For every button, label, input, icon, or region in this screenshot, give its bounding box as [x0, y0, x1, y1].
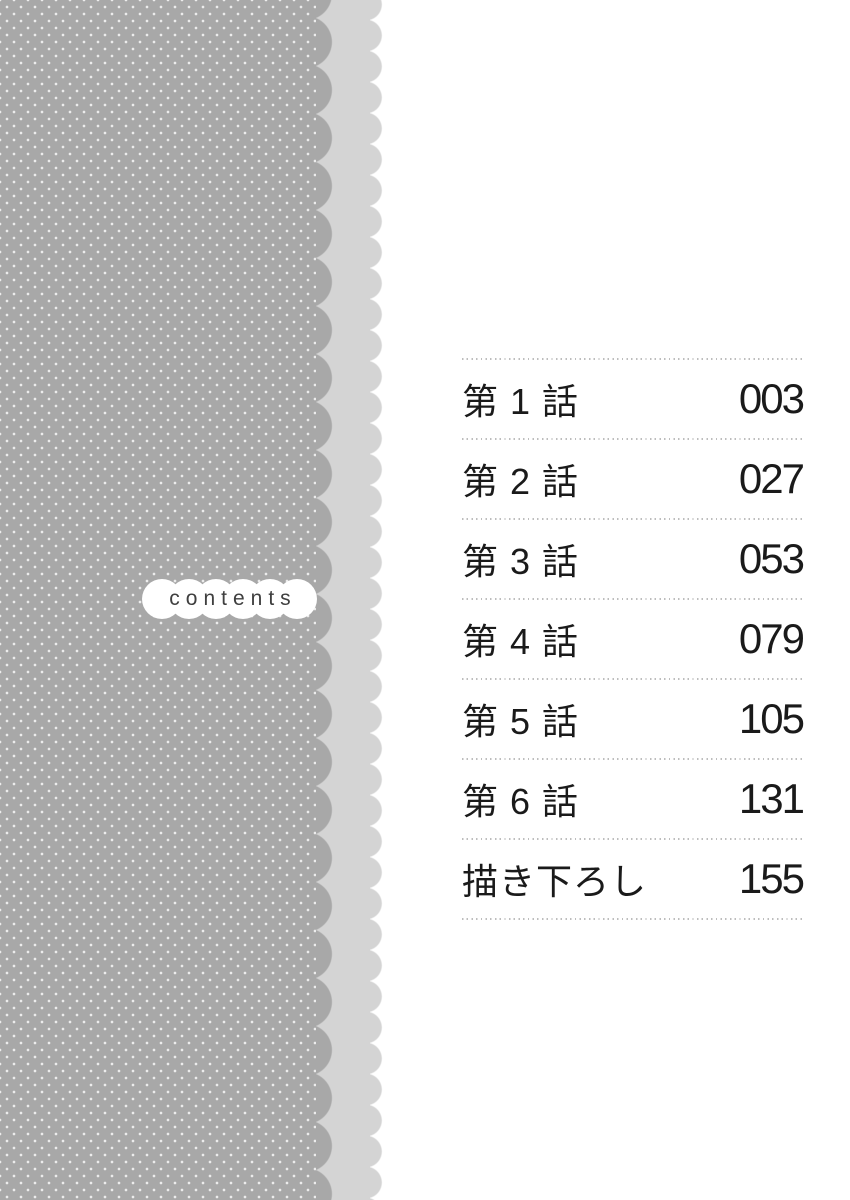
toc-separator: [462, 838, 803, 840]
toc-row: 第 4 話 079: [462, 600, 805, 678]
toc-chapter-label: 第 4 話: [462, 621, 580, 662]
toc-chapter-label: 第 1 話: [462, 381, 580, 422]
bubble-circle: [277, 579, 317, 619]
scallop-edge-dark: [316, 0, 333, 1200]
toc-page-number: 053: [738, 535, 805, 582]
toc-separator: [462, 598, 803, 600]
toc-row: 第 2 話 027: [462, 440, 805, 518]
table-of-contents: 第 1 話 003 第 2 話 027 第 3 話 053 第 4 話 079 …: [462, 358, 805, 920]
toc-separator: [462, 438, 803, 440]
toc-page-number: 105: [738, 695, 805, 742]
toc-separator: [462, 358, 803, 360]
contents-label: contents: [169, 587, 297, 610]
toc-page-number: 003: [738, 375, 805, 422]
toc-page-number: 155: [738, 855, 805, 902]
toc-separator: [462, 518, 803, 520]
toc-row: 描き下ろし 155: [462, 840, 805, 918]
toc-chapter-label: 描き下ろし: [462, 861, 648, 902]
toc-page-number: 079: [738, 615, 805, 662]
toc-chapter-label: 第 3 話: [462, 541, 580, 582]
toc-row: 第 5 話 105: [462, 680, 805, 758]
contents-badge: contents: [142, 579, 317, 619]
toc-separator: [462, 758, 803, 760]
toc-separator: [462, 678, 803, 680]
toc-chapter-label: 第 2 話: [462, 461, 580, 502]
toc-page-number: 131: [738, 775, 805, 822]
toc-row: 第 1 話 003: [462, 360, 805, 438]
toc-separator: [462, 918, 803, 920]
toc-row: 第 6 話 131: [462, 760, 805, 838]
toc-chapter-label: 第 5 話: [462, 701, 580, 742]
scallop-edge-light: [370, 0, 383, 1200]
toc-row: 第 3 話 053: [462, 520, 805, 598]
toc-page-number: 027: [738, 455, 805, 502]
toc-chapter-label: 第 6 話: [462, 781, 580, 822]
